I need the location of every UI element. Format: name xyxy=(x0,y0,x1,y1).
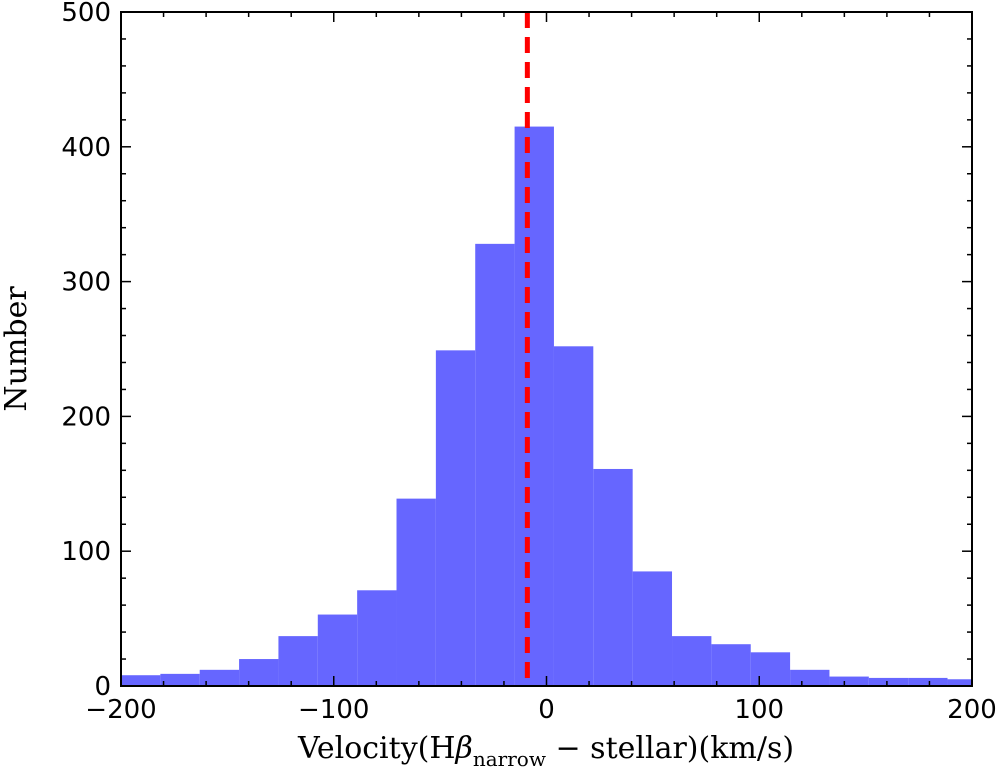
histogram-bar-12 xyxy=(593,468,633,686)
histogram-bar-17 xyxy=(790,669,830,686)
histogram-bar-5 xyxy=(317,614,358,686)
histogram-bar-4 xyxy=(278,636,318,686)
x-tick-label: −100 xyxy=(298,695,369,725)
histogram-bar-1 xyxy=(160,673,200,686)
x-axis-title: Velocity(Hβnarrow − stellar)(km/s) xyxy=(297,731,794,771)
y-tick-label: 300 xyxy=(61,268,111,298)
histogram-bar-3 xyxy=(239,659,279,686)
histogram-bar-7 xyxy=(396,498,436,686)
histogram-bar-19 xyxy=(868,677,909,686)
histogram-bar-16 xyxy=(750,652,791,686)
y-axis-title: Number xyxy=(0,286,34,412)
histogram-bar-15 xyxy=(711,644,751,686)
histogram-bar-0 xyxy=(121,675,161,686)
x-tick-label: 100 xyxy=(734,695,784,725)
histogram-bar-18 xyxy=(829,676,869,686)
histogram-bar-20 xyxy=(908,677,948,686)
y-tick-label: 500 xyxy=(61,0,111,28)
histogram-bar-10 xyxy=(514,126,554,686)
y-tick-label: 200 xyxy=(61,402,111,432)
y-tick-label: 100 xyxy=(61,537,111,567)
plot-frame xyxy=(120,11,973,687)
x-tick-label: 0 xyxy=(538,695,555,725)
histogram-bar-13 xyxy=(632,571,673,686)
x-tick-label: −200 xyxy=(85,695,156,725)
histogram-bar-9 xyxy=(475,243,515,686)
histogram-bar-6 xyxy=(357,590,397,686)
histogram-bars xyxy=(121,126,972,686)
histogram-bar-8 xyxy=(435,350,476,686)
x-tick-labels: −200 −100 0 100 200 xyxy=(85,695,997,725)
histogram-bar-2 xyxy=(199,669,240,686)
histogram-bar-11 xyxy=(553,346,594,686)
histogram-bar-21 xyxy=(947,679,972,686)
y-tick-label: 400 xyxy=(61,133,111,163)
y-tick-label: 0 xyxy=(94,672,111,702)
y-tick-labels: 0 100 200 300 400 500 xyxy=(61,0,111,702)
x-tick-label: 200 xyxy=(947,695,997,725)
histogram-bar-14 xyxy=(672,636,712,686)
